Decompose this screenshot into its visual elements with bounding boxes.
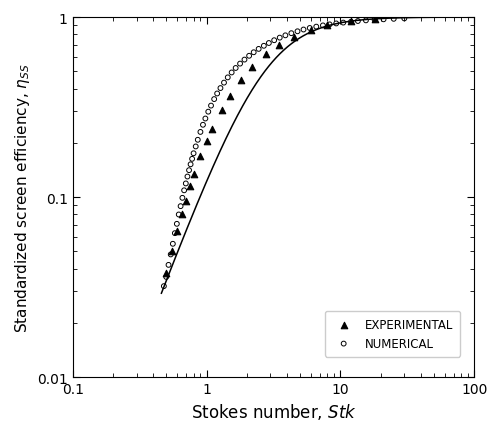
EXPERIMENTAL	[182, 198, 190, 205]
EXPERIMENTAL	[196, 153, 204, 160]
NUMERICAL	[210, 96, 218, 103]
NUMERICAL	[164, 262, 172, 269]
NUMERICAL	[312, 24, 320, 31]
NUMERICAL	[169, 241, 177, 248]
NUMERICAL	[204, 109, 212, 116]
NUMERICAL	[300, 27, 308, 34]
X-axis label: Stokes number, $\mathit{Stk}$: Stokes number, $\mathit{Stk}$	[190, 401, 356, 421]
EXPERIMENTAL	[324, 22, 332, 29]
NUMERICAL	[254, 46, 262, 53]
EXPERIMENTAL	[186, 183, 194, 190]
EXPERIMENTAL	[306, 27, 314, 34]
NUMERICAL	[162, 274, 170, 281]
EXPERIMENTAL	[190, 171, 198, 178]
NUMERICAL	[347, 19, 355, 26]
NUMERICAL	[194, 137, 202, 144]
NUMERICAL	[370, 17, 378, 24]
NUMERICAL	[220, 80, 228, 87]
NUMERICAL	[250, 49, 258, 56]
Y-axis label: Standardized screen efficiency, $\eta_{SS}$: Standardized screen efficiency, $\eta_{S…	[12, 63, 32, 332]
EXPERIMENTAL	[248, 64, 256, 71]
NUMERICAL	[294, 29, 302, 36]
NUMERICAL	[332, 21, 340, 28]
EXPERIMENTAL	[262, 52, 270, 59]
EXPERIMENTAL	[236, 78, 244, 85]
EXPERIMENTAL	[202, 138, 210, 145]
NUMERICAL	[228, 70, 235, 77]
NUMERICAL	[270, 38, 278, 45]
NUMERICAL	[184, 174, 192, 181]
NUMERICAL	[180, 187, 188, 194]
NUMERICAL	[232, 66, 239, 72]
NUMERICAL	[190, 151, 198, 158]
NUMERICAL	[199, 122, 207, 129]
NUMERICAL	[213, 91, 221, 98]
EXPERIMENTAL	[162, 270, 170, 276]
NUMERICAL	[340, 20, 347, 27]
NUMERICAL	[171, 230, 179, 237]
EXPERIMENTAL	[370, 16, 378, 23]
EXPERIMENTAL	[290, 35, 298, 42]
NUMERICAL	[400, 16, 408, 23]
NUMERICAL	[188, 156, 196, 163]
NUMERICAL	[288, 31, 296, 38]
NUMERICAL	[282, 33, 290, 40]
NUMERICAL	[166, 251, 174, 258]
NUMERICAL	[362, 18, 370, 25]
EXPERIMENTAL	[218, 107, 226, 114]
NUMERICAL	[354, 19, 362, 26]
NUMERICAL	[380, 17, 388, 24]
EXPERIMENTAL	[226, 93, 234, 100]
NUMERICAL	[192, 144, 200, 151]
NUMERICAL	[175, 211, 183, 218]
EXPERIMENTAL	[208, 126, 216, 133]
NUMERICAL	[186, 161, 194, 168]
NUMERICAL	[224, 75, 232, 82]
NUMERICAL	[182, 181, 190, 187]
NUMERICAL	[326, 22, 334, 29]
NUMERICAL	[319, 23, 327, 30]
NUMERICAL	[185, 168, 193, 174]
NUMERICAL	[245, 53, 253, 60]
NUMERICAL	[265, 40, 273, 47]
NUMERICAL	[276, 35, 283, 42]
EXPERIMENTAL	[168, 248, 176, 255]
NUMERICAL	[178, 195, 186, 202]
NUMERICAL	[216, 85, 224, 92]
NUMERICAL	[236, 61, 244, 68]
NUMERICAL	[202, 116, 209, 123]
NUMERICAL	[390, 16, 398, 23]
EXPERIMENTAL	[347, 18, 355, 25]
NUMERICAL	[306, 26, 314, 33]
EXPERIMENTAL	[178, 211, 186, 218]
EXPERIMENTAL	[173, 228, 181, 235]
NUMERICAL	[240, 57, 248, 64]
NUMERICAL	[176, 203, 184, 210]
NUMERICAL	[260, 43, 268, 50]
NUMERICAL	[160, 283, 168, 290]
NUMERICAL	[173, 221, 181, 228]
Legend: EXPERIMENTAL, NUMERICAL: EXPERIMENTAL, NUMERICAL	[325, 311, 460, 357]
NUMERICAL	[196, 129, 204, 136]
NUMERICAL	[207, 103, 215, 110]
EXPERIMENTAL	[276, 43, 283, 50]
